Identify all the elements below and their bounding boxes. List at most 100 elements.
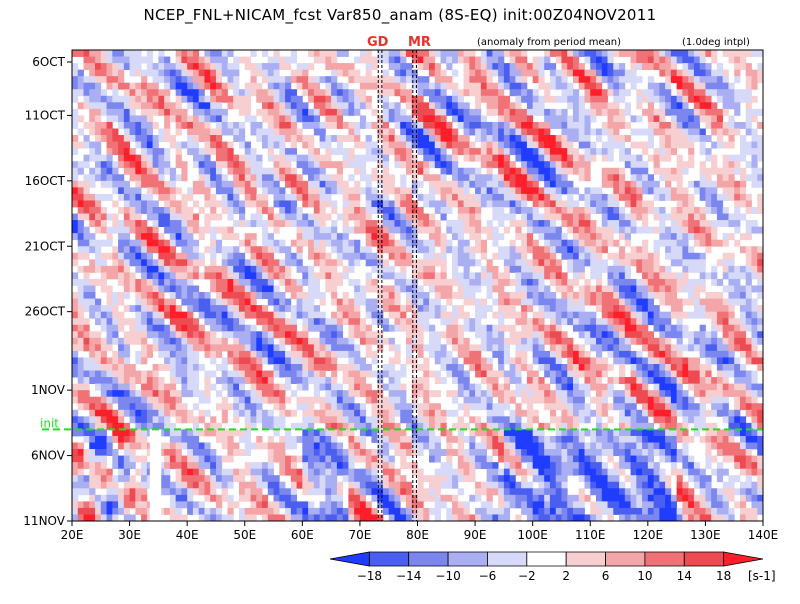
anomaly-cell (498, 69, 505, 77)
anomaly-cell (233, 364, 240, 371)
anomaly-cell (452, 226, 459, 234)
anomaly-cell (647, 76, 654, 84)
anomaly-cell (601, 259, 608, 267)
anomaly-cell (434, 82, 441, 90)
anomaly-cell (72, 311, 79, 319)
anomaly-cell (342, 193, 349, 201)
anomaly-cell (607, 89, 614, 97)
anomaly-cell (711, 377, 718, 385)
anomaly-cell (302, 121, 309, 129)
anomaly-cell (492, 324, 499, 332)
anomaly-cell (359, 252, 367, 260)
anomaly-cell (210, 63, 217, 71)
anomaly-cell (164, 161, 171, 169)
anomaly-cell (359, 370, 367, 378)
anomaly-cell (354, 305, 361, 313)
anomaly-cell (745, 82, 752, 90)
anomaly-cell (244, 364, 251, 371)
anomaly-cell (382, 174, 390, 182)
anomaly-cell (688, 344, 695, 352)
anomaly-cell (711, 265, 718, 273)
anomaly-cell (538, 108, 545, 116)
anomaly-cell (555, 259, 562, 267)
anomaly-cell (440, 246, 447, 254)
anomaly-cell (745, 292, 752, 299)
anomaly-cell (636, 246, 643, 254)
anomaly-cell (705, 108, 712, 116)
anomaly-cell (233, 252, 240, 260)
anomaly-cell (152, 69, 159, 77)
anomaly-cell (722, 305, 729, 313)
anomaly-cell (745, 344, 752, 352)
anomaly-cell (244, 246, 251, 254)
anomaly-cell (187, 213, 194, 221)
anomaly-cell (734, 167, 741, 175)
anomaly-cell (722, 298, 729, 306)
anomaly-cell (653, 370, 660, 378)
anomaly-cell (734, 121, 741, 129)
anomaly-cell (676, 108, 683, 116)
anomaly-cell (72, 383, 79, 391)
anomaly-cell (215, 95, 223, 103)
anomaly-cell (359, 174, 367, 182)
anomaly-cell (233, 265, 240, 273)
anomaly-cell (647, 377, 654, 385)
anomaly-cell (296, 180, 303, 188)
anomaly-cell (394, 76, 401, 84)
anomaly-cell (262, 239, 269, 247)
anomaly-cell (89, 50, 96, 57)
anomaly-cell (313, 174, 321, 182)
anomaly-cell (665, 285, 672, 293)
anomaly-cell (411, 50, 418, 57)
anomaly-cell (158, 76, 165, 84)
anomaly-cell (515, 121, 522, 129)
anomaly-cell (452, 69, 459, 77)
anomaly-cell (262, 252, 269, 260)
anomaly-cell (607, 180, 614, 188)
anomaly-cell (745, 305, 752, 313)
anomaly-cell (129, 285, 136, 293)
anomaly-cell (267, 180, 274, 188)
anomaly-cell (429, 161, 436, 169)
anomaly-cell (434, 148, 441, 156)
anomaly-cell (388, 305, 395, 313)
anomaly-cell (440, 148, 447, 156)
anomaly-cell (227, 213, 234, 221)
anomaly-cell (112, 187, 119, 195)
anomaly-cell (423, 370, 430, 378)
anomaly-cell (429, 344, 436, 352)
anomaly-cell (561, 89, 568, 97)
anomaly-cell (319, 102, 326, 110)
anomaly-cell (544, 154, 551, 162)
anomaly-cell (112, 292, 119, 299)
anomaly-cell (642, 187, 649, 195)
anomaly-cell (624, 239, 631, 247)
anomaly-cell (175, 82, 182, 90)
anomaly-cell (354, 357, 361, 365)
anomaly-cell (601, 148, 608, 156)
anomaly-cell (440, 135, 447, 142)
anomaly-cell (515, 102, 522, 110)
anomaly-cell (95, 135, 102, 142)
anomaly-cell (215, 161, 223, 169)
anomaly-cell (751, 141, 758, 149)
anomaly-cell (503, 69, 511, 77)
anomaly-cell (492, 200, 499, 208)
anomaly-cell (688, 259, 695, 267)
anomaly-cell (515, 154, 522, 162)
anomaly-cell (498, 220, 505, 228)
anomaly-cell (192, 357, 200, 365)
anomaly-cell (452, 102, 459, 110)
anomaly-cell (325, 95, 332, 103)
anomaly-cell (739, 233, 747, 241)
anomaly-cell (475, 108, 482, 116)
anomaly-cell (405, 278, 413, 286)
anomaly-cell (417, 50, 424, 57)
anomaly-cell (233, 292, 240, 299)
anomaly-cell (308, 344, 315, 352)
anomaly-cell (256, 89, 263, 97)
anomaly-cell (325, 50, 332, 57)
anomaly-cell (192, 76, 200, 84)
anomaly-cell (331, 174, 338, 182)
anomaly-cell (521, 128, 528, 136)
